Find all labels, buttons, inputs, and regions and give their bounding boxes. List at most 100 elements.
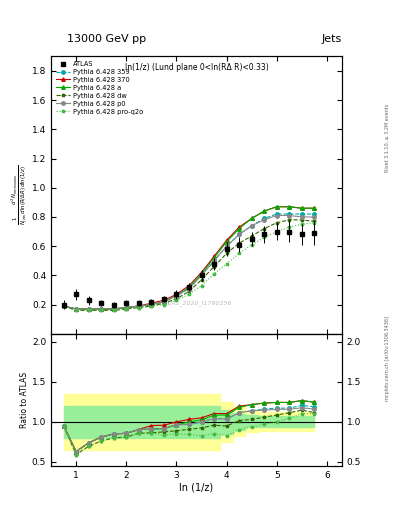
Pythia 6.428 p0 xyxy=(249,223,254,229)
Pythia 6.428 p0 xyxy=(187,286,191,292)
Pythia 6.428 p0 xyxy=(199,272,204,279)
Pythia 6.428 359 xyxy=(199,272,204,279)
Pythia 6.428 359 xyxy=(312,211,317,217)
Pythia 6.428 359 xyxy=(274,211,279,217)
Line: Pythia 6.428 370: Pythia 6.428 370 xyxy=(62,205,316,311)
Pythia 6.428 370 xyxy=(237,224,241,230)
Pythia 6.428 pro-q2o xyxy=(149,303,154,309)
Pythia 6.428 370 xyxy=(149,300,154,306)
Pythia 6.428 pro-q2o xyxy=(249,242,254,248)
Pythia 6.428 359 xyxy=(212,258,217,264)
Pythia 6.428 pro-q2o xyxy=(199,283,204,289)
Pythia 6.428 359 xyxy=(61,303,66,309)
Pythia 6.428 p0 xyxy=(149,302,154,308)
Pythia 6.428 370 xyxy=(111,306,116,312)
Text: ATLAS_2020_I1790256: ATLAS_2020_I1790256 xyxy=(161,301,232,306)
Pythia 6.428 a xyxy=(136,303,141,309)
Pythia 6.428 dw xyxy=(199,276,204,283)
Pythia 6.428 pro-q2o xyxy=(312,220,317,226)
Pythia 6.428 dw xyxy=(174,295,179,302)
Pythia 6.428 dw xyxy=(274,220,279,226)
X-axis label: ln (1/z): ln (1/z) xyxy=(180,482,213,493)
Pythia 6.428 370 xyxy=(136,303,141,309)
Pythia 6.428 370 xyxy=(199,269,204,275)
Pythia 6.428 dw xyxy=(212,264,217,270)
Pythia 6.428 dw xyxy=(61,303,66,309)
Pythia 6.428 359 xyxy=(149,302,154,308)
Pythia 6.428 359 xyxy=(187,286,191,292)
Pythia 6.428 dw xyxy=(312,218,317,224)
Pythia 6.428 a xyxy=(274,204,279,210)
Pythia 6.428 359 xyxy=(162,298,166,305)
Pythia 6.428 a xyxy=(99,306,104,312)
Legend: ATLAS, Pythia 6.428 359, Pythia 6.428 370, Pythia 6.428 a, Pythia 6.428 dw, Pyth: ATLAS, Pythia 6.428 359, Pythia 6.428 37… xyxy=(54,60,145,116)
Line: Pythia 6.428 a: Pythia 6.428 a xyxy=(62,205,316,311)
Pythia 6.428 359 xyxy=(86,306,91,312)
Pythia 6.428 pro-q2o xyxy=(86,307,91,313)
Pythia 6.428 359 xyxy=(124,305,129,311)
Text: ln(1/z) (Lund plane 0<ln(RΔ R)<0.33): ln(1/z) (Lund plane 0<ln(RΔ R)<0.33) xyxy=(125,63,268,72)
Pythia 6.428 370 xyxy=(262,208,266,214)
Pythia 6.428 pro-q2o xyxy=(212,271,217,277)
Pythia 6.428 dw xyxy=(74,307,79,313)
Pythia 6.428 p0 xyxy=(99,306,104,312)
Line: Pythia 6.428 p0: Pythia 6.428 p0 xyxy=(62,214,316,311)
Pythia 6.428 a xyxy=(111,306,116,312)
Pythia 6.428 pro-q2o xyxy=(187,291,191,297)
Pythia 6.428 p0 xyxy=(224,243,229,249)
Pythia 6.428 a xyxy=(199,271,204,277)
Pythia 6.428 370 xyxy=(187,283,191,289)
Line: Pythia 6.428 dw: Pythia 6.428 dw xyxy=(62,218,316,312)
Pythia 6.428 359 xyxy=(237,231,241,238)
Pythia 6.428 dw xyxy=(299,217,304,223)
Pythia 6.428 a xyxy=(61,303,66,309)
Pythia 6.428 pro-q2o xyxy=(124,306,129,312)
Pythia 6.428 p0 xyxy=(61,303,66,309)
Pythia 6.428 dw xyxy=(124,306,129,312)
Pythia 6.428 dw xyxy=(224,250,229,257)
Pythia 6.428 pro-q2o xyxy=(224,261,229,267)
Pythia 6.428 pro-q2o xyxy=(174,297,179,303)
Pythia 6.428 p0 xyxy=(124,305,129,311)
Line: Pythia 6.428 pro-q2o: Pythia 6.428 pro-q2o xyxy=(62,221,316,312)
Pythia 6.428 370 xyxy=(61,303,66,309)
Text: 13000 GeV pp: 13000 GeV pp xyxy=(66,33,146,44)
Pythia 6.428 p0 xyxy=(299,214,304,220)
Pythia 6.428 370 xyxy=(74,306,79,312)
Pythia 6.428 a xyxy=(174,293,179,299)
Pythia 6.428 a xyxy=(312,205,317,211)
Pythia 6.428 p0 xyxy=(111,306,116,312)
Pythia 6.428 p0 xyxy=(212,258,217,264)
Pythia 6.428 p0 xyxy=(162,298,166,305)
Pythia 6.428 a xyxy=(187,284,191,290)
Pythia 6.428 359 xyxy=(99,306,104,312)
Pythia 6.428 a xyxy=(86,306,91,312)
Pythia 6.428 359 xyxy=(111,306,116,312)
Pythia 6.428 dw xyxy=(111,307,116,313)
Pythia 6.428 pro-q2o xyxy=(162,302,166,308)
Pythia 6.428 a xyxy=(262,208,266,214)
Pythia 6.428 pro-q2o xyxy=(74,307,79,313)
Pythia 6.428 370 xyxy=(299,205,304,211)
Pythia 6.428 359 xyxy=(262,216,266,222)
Pythia 6.428 p0 xyxy=(312,214,317,220)
Pythia 6.428 p0 xyxy=(174,293,179,299)
Pythia 6.428 dw xyxy=(149,303,154,309)
Pythia 6.428 p0 xyxy=(274,212,279,219)
Pythia 6.428 dw xyxy=(162,300,166,306)
Pythia 6.428 p0 xyxy=(287,212,292,219)
Pythia 6.428 p0 xyxy=(136,303,141,309)
Pythia 6.428 pro-q2o xyxy=(99,307,104,313)
Pythia 6.428 a xyxy=(249,216,254,222)
Pythia 6.428 370 xyxy=(224,237,229,243)
Pythia 6.428 p0 xyxy=(237,231,241,238)
Pythia 6.428 a xyxy=(74,306,79,312)
Pythia 6.428 370 xyxy=(287,204,292,210)
Pythia 6.428 370 xyxy=(274,204,279,210)
Y-axis label: Ratio to ATLAS: Ratio to ATLAS xyxy=(20,372,29,428)
Pythia 6.428 359 xyxy=(299,211,304,217)
Pythia 6.428 370 xyxy=(86,306,91,312)
Pythia 6.428 pro-q2o xyxy=(136,305,141,311)
Text: Rivet 3.1.10, ≥ 3.2M events: Rivet 3.1.10, ≥ 3.2M events xyxy=(385,104,390,173)
Pythia 6.428 370 xyxy=(99,306,104,312)
